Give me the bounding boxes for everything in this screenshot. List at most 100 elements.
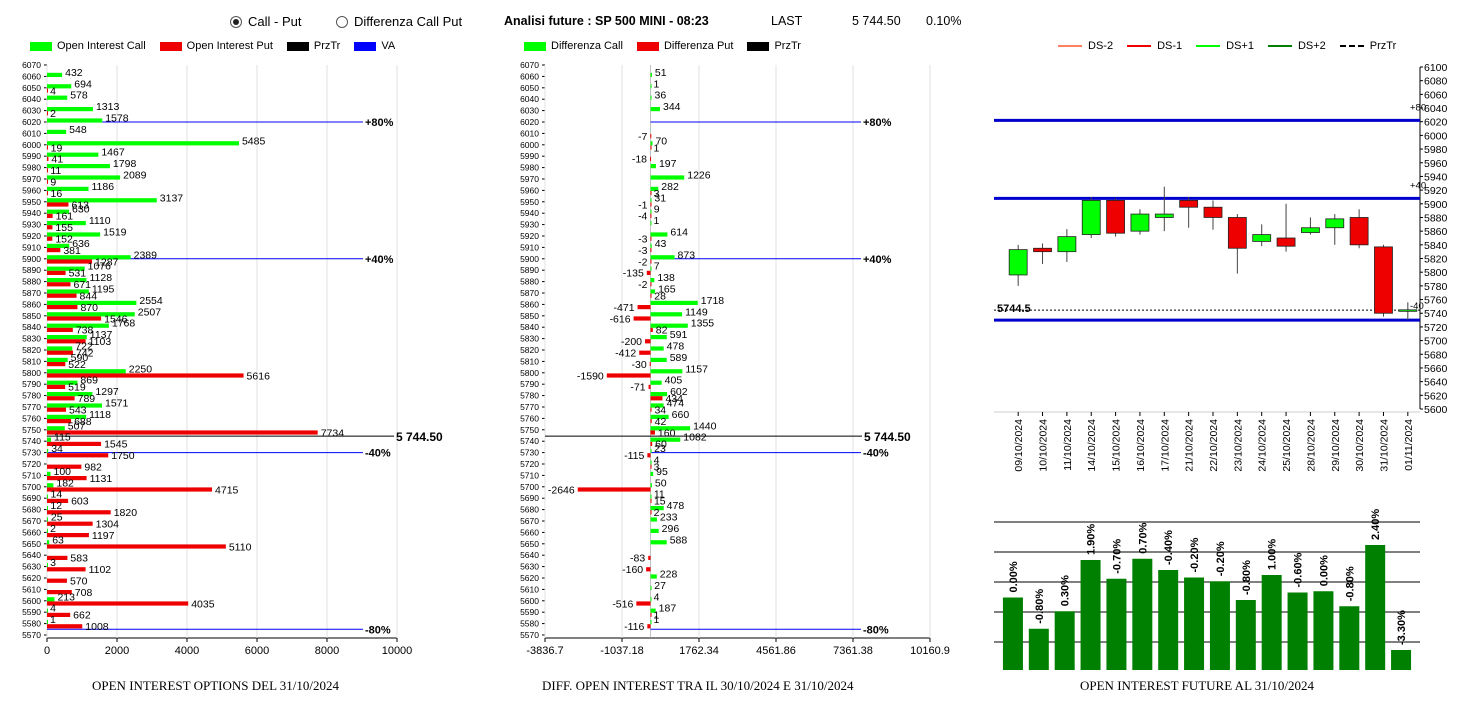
put-bar <box>47 533 89 538</box>
y-tick-label: 5680 <box>22 505 41 515</box>
y-tick-label: 5730 <box>22 448 41 458</box>
put-bar <box>47 487 213 492</box>
call-value-label: 31 <box>654 192 666 204</box>
y-tick-label: 5880 <box>520 277 539 287</box>
call-bar <box>650 414 669 419</box>
put-value-label: 519 <box>68 382 86 394</box>
put-value-label: 434 <box>665 393 683 405</box>
x-tick-label: 22/10/2024 <box>1208 419 1220 472</box>
call-value-label: 4 <box>654 455 660 467</box>
put-bar <box>47 327 73 332</box>
y-tick-label: 5770 <box>22 402 41 412</box>
call-value-label: 1355 <box>691 318 715 330</box>
x-tick-label: 0 <box>44 645 50 657</box>
call-value-label: 1128 <box>89 272 112 284</box>
put-bar <box>650 430 655 435</box>
x-tick-label: 17/10/2024 <box>1159 419 1171 472</box>
va-band-label: +80 <box>1410 102 1426 113</box>
put-bar <box>47 88 48 93</box>
y-tick-label: 6000 <box>22 140 41 150</box>
put-bar <box>47 316 102 321</box>
call-bar <box>650 186 659 191</box>
x-tick-label: 7361.38 <box>833 645 873 657</box>
y-tick-label: 5920 <box>22 231 41 241</box>
put-value-label: 1 <box>654 610 660 622</box>
call-bar <box>650 266 652 271</box>
radio-call-put-dot[interactable] <box>230 15 242 28</box>
call-bar <box>47 141 239 146</box>
put-bar <box>47 601 189 606</box>
y-tick-label: 6060 <box>1424 89 1448 101</box>
call-bar <box>650 323 688 328</box>
y-tick-label: 5800 <box>22 368 41 378</box>
put-value-label: 5110 <box>229 541 252 553</box>
call-bar <box>650 449 652 454</box>
put-value-label: -116 <box>624 621 644 633</box>
put-value-label: -7 <box>638 131 647 143</box>
put-bar <box>650 612 652 617</box>
call-bar <box>650 300 698 305</box>
call-bar <box>650 164 656 169</box>
radio-call-put[interactable]: Call - Put <box>230 14 301 29</box>
legend-candles: DS-2 DS-1 DS+1 DS+2 PrzTr <box>1058 40 1410 52</box>
call-value-label: 1110 <box>89 215 111 227</box>
put-value-label: -616 <box>610 313 631 325</box>
y-tick-label: 5680 <box>1424 349 1448 361</box>
y-tick-label: 5600 <box>1424 404 1448 416</box>
call-value-label: 233 <box>660 512 678 524</box>
legend-item: PrzTr <box>1339 40 1396 52</box>
put-bar <box>47 168 48 173</box>
call-bar <box>650 528 659 533</box>
radio-diff-dot[interactable] <box>336 15 348 28</box>
put-value-label: 570 <box>70 576 88 588</box>
call-bar <box>47 107 93 112</box>
call-bar <box>650 471 654 476</box>
x-tick-label: 4561.86 <box>756 645 796 657</box>
last-price-label: 5 744.50 <box>396 430 443 444</box>
oi-future-bar <box>1313 591 1334 670</box>
put-value-label: 5616 <box>247 370 271 382</box>
oi-future-label: -0.40% <box>1163 530 1175 565</box>
call-value-label: 548 <box>69 124 87 136</box>
x-tick-label: 2000 <box>105 645 129 657</box>
candle-body <box>1349 217 1369 246</box>
call-value-label: 1467 <box>101 147 125 159</box>
y-tick-label: 5660 <box>22 527 41 537</box>
va-label: -40% <box>863 448 889 460</box>
put-value-label: -4 <box>638 211 647 223</box>
y-tick-label: 5590 <box>520 607 539 617</box>
call-value-label: 660 <box>672 409 690 421</box>
call-bar <box>650 141 653 146</box>
y-tick-label: 5660 <box>520 527 539 537</box>
x-tick-label: 14/10/2024 <box>1086 419 1098 472</box>
call-bar <box>47 95 68 100</box>
put-bar <box>650 145 652 150</box>
candle-body <box>1398 309 1418 312</box>
call-value-label: 70 <box>655 135 667 147</box>
caption-oi-diff: DIFF. OPEN INTEREST TRA IL 30/10/2024 E … <box>542 678 854 693</box>
legend-oi-options: Open Interest Call Open Interest Put Prz… <box>30 40 409 52</box>
put-value-label: -2 <box>638 279 647 291</box>
call-bar <box>650 426 691 431</box>
call-value-label: 507 <box>68 420 86 432</box>
y-tick-label: 5670 <box>22 516 41 526</box>
call-bar <box>47 289 89 294</box>
put-value-label: 1287 <box>95 256 119 268</box>
y-tick-label: 5760 <box>1424 295 1448 307</box>
put-bar <box>650 327 653 332</box>
y-tick-label: 5800 <box>1424 267 1448 279</box>
radio-diff[interactable]: Differenza Call Put <box>336 14 462 29</box>
y-tick-label: 5850 <box>22 311 41 321</box>
y-tick-label: 6060 <box>22 71 41 81</box>
candle-body <box>1179 199 1199 208</box>
call-bar <box>47 255 131 260</box>
call-bar <box>47 129 67 134</box>
y-tick-label: 5620 <box>22 573 41 583</box>
y-tick-label: 5580 <box>22 619 41 629</box>
call-bar <box>47 323 109 328</box>
put-value-label: 522 <box>68 359 86 371</box>
call-bar <box>47 414 87 419</box>
put-bar <box>47 282 71 287</box>
y-tick-label: 5880 <box>1424 212 1448 224</box>
call-bar <box>650 198 652 203</box>
